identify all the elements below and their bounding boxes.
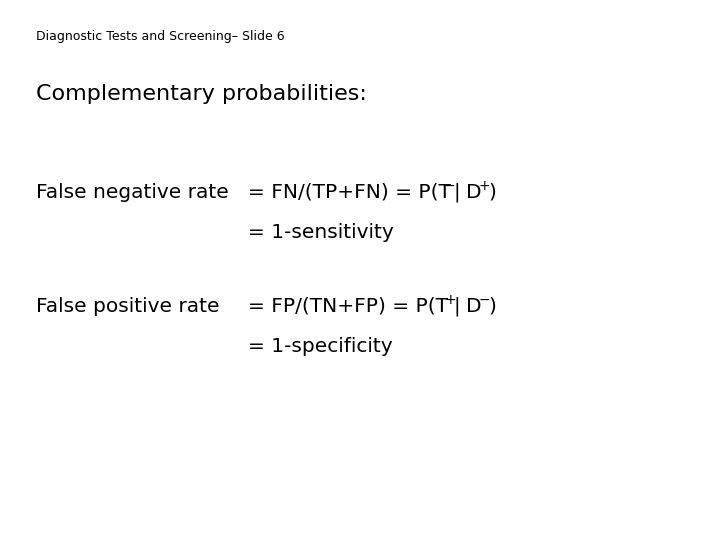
Text: False negative rate: False negative rate: [36, 183, 229, 202]
Text: = FP/(TN+FP) = P(T: = FP/(TN+FP) = P(T: [248, 297, 448, 316]
Text: +: +: [479, 179, 490, 193]
Text: False positive rate: False positive rate: [36, 297, 220, 316]
Text: D: D: [466, 183, 482, 202]
Text: ): ): [488, 183, 496, 202]
Text: |: |: [454, 297, 461, 316]
Text: −: −: [479, 293, 490, 307]
Text: = 1-specificity: = 1-specificity: [248, 337, 392, 356]
Text: Complementary probabilities:: Complementary probabilities:: [36, 84, 367, 104]
Text: = FN/(TP+FN) = P(T: = FN/(TP+FN) = P(T: [248, 183, 451, 202]
Text: = 1-sensitivity: = 1-sensitivity: [248, 223, 394, 242]
Text: +: +: [444, 293, 456, 307]
Text: D: D: [466, 297, 482, 316]
Text: −: −: [444, 179, 456, 193]
Text: |: |: [454, 183, 461, 202]
Text: ): ): [488, 297, 496, 316]
Text: Diagnostic Tests and Screening– Slide 6: Diagnostic Tests and Screening– Slide 6: [36, 30, 284, 43]
